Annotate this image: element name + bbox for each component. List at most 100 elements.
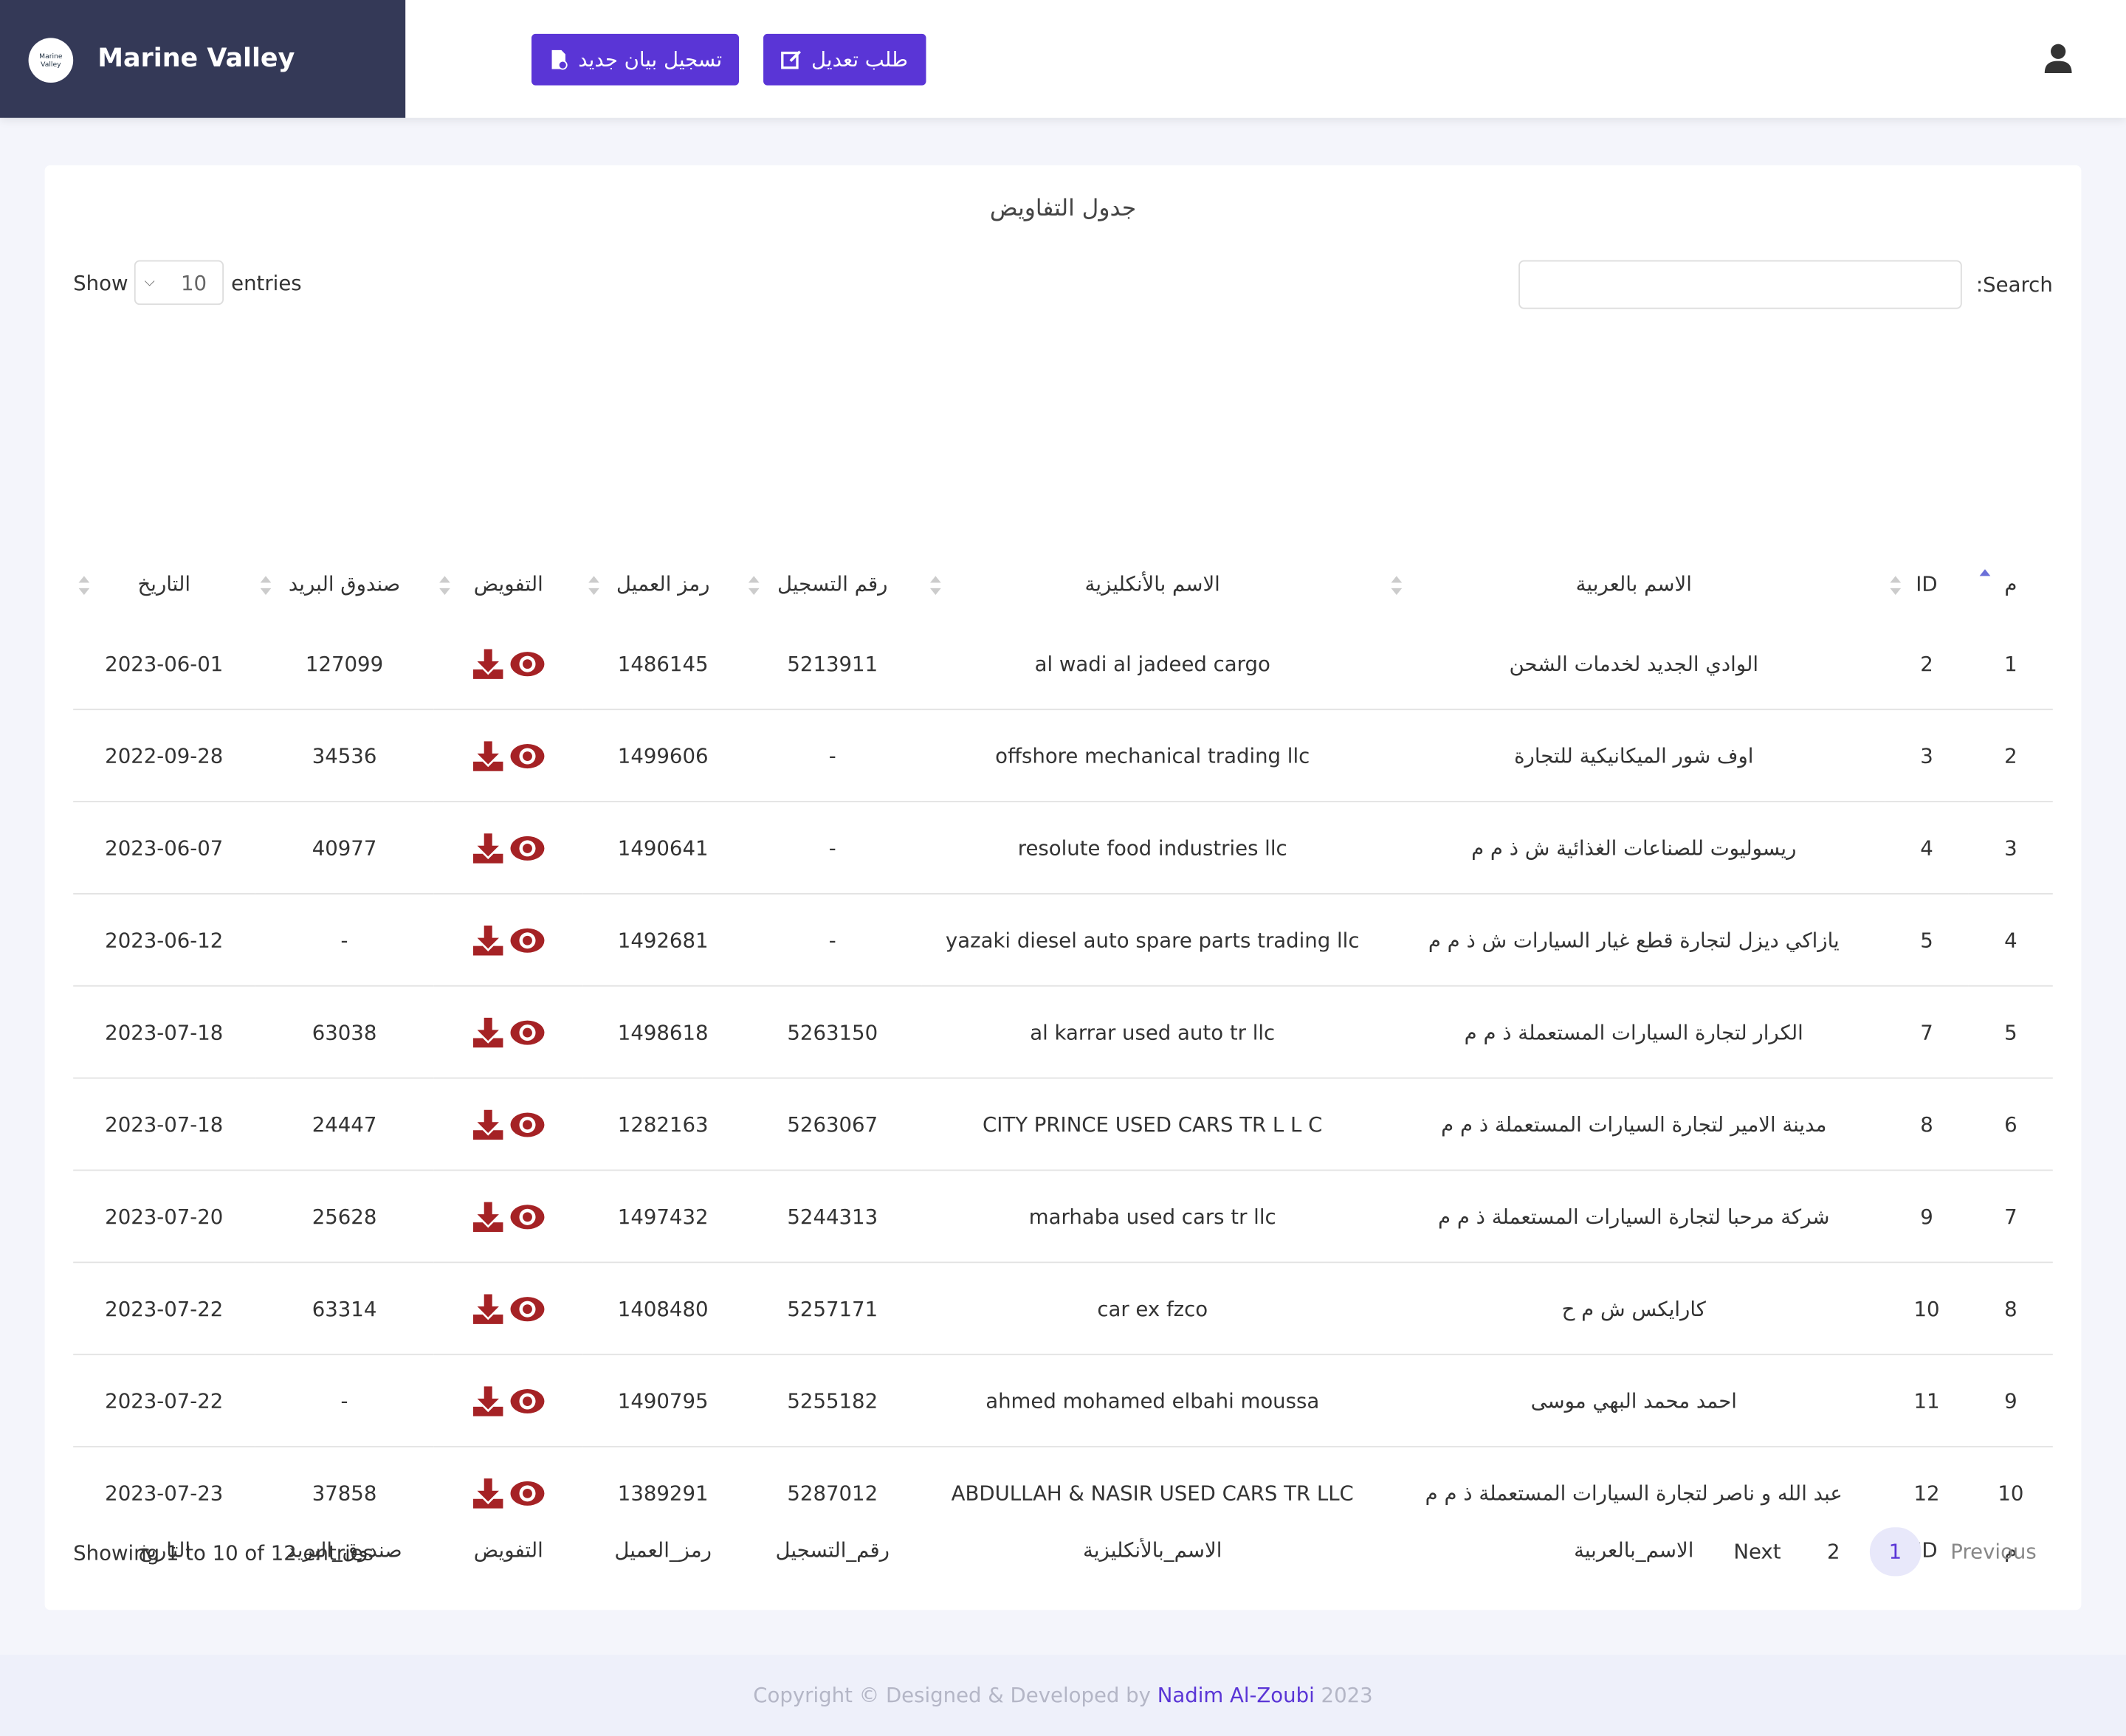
- view-icon[interactable]: [510, 1478, 546, 1507]
- auth-cell: [433, 892, 583, 986]
- cell: 63038: [255, 985, 434, 1078]
- cell: ABDULLAH & NASIR USED CARS TR LLC: [921, 1446, 1383, 1538]
- sort-icon: [1890, 576, 1902, 596]
- view-icon[interactable]: [510, 1385, 546, 1415]
- sort-arrows: [1391, 576, 1403, 596]
- cell: -: [255, 892, 434, 986]
- cell: 63314: [255, 1261, 434, 1355]
- page-link[interactable]: 2: [1826, 1539, 1840, 1564]
- column-label: م: [2004, 571, 2017, 596]
- column-label: الاسم بالأنكليزية: [1084, 571, 1220, 596]
- auth-cell: [433, 801, 583, 894]
- view-icon[interactable]: [510, 740, 546, 770]
- cell: 5213911: [787, 651, 878, 676]
- view-icon[interactable]: [510, 833, 546, 862]
- footer-label: التفويض: [473, 1537, 543, 1563]
- data-table: م ID الاسم بالعربية الاسم بالأنكليزية رقم ال…: [73, 550, 2053, 1599]
- cell: 2022-09-28: [73, 709, 255, 802]
- cell: marhaba used cars tr llc: [921, 1169, 1383, 1263]
- sort-icon: [929, 576, 941, 596]
- new-button[interactable]: تسجيل بيان جديد: [531, 33, 740, 86]
- column-header[interactable]: الاسم بالعربية: [1383, 550, 1885, 618]
- user-icon[interactable]: [2043, 44, 2073, 74]
- column-header[interactable]: ID: [1885, 550, 1969, 618]
- chevron: ⌵: [144, 275, 155, 290]
- download-icon[interactable]: [472, 1108, 504, 1140]
- footer-label: التاريخ: [137, 1537, 191, 1563]
- cell: 1282163: [582, 1077, 743, 1171]
- footer-label: صندوق_البريد: [286, 1537, 402, 1563]
- footer-label: الاسم_بالعربية: [1574, 1537, 1694, 1563]
- cell: 2023-07-22: [73, 1261, 255, 1355]
- column-header[interactable]: الاسم بالأنكليزية: [922, 550, 1383, 618]
- view-icon[interactable]: [510, 649, 546, 678]
- edit-button[interactable]: طلب تعديل: [763, 33, 926, 86]
- column-header[interactable]: صندوق البريد: [255, 550, 433, 618]
- view-icon[interactable]: [510, 1109, 546, 1139]
- download-icon[interactable]: [472, 1292, 504, 1325]
- cell: 8: [1885, 1077, 1969, 1171]
- cell: 2023-07-22: [73, 1354, 255, 1447]
- download-icon[interactable]: [472, 1016, 504, 1048]
- cell: 5: [1885, 892, 1969, 986]
- page-link[interactable]: 1: [1869, 1527, 1921, 1577]
- cell: 2023-06-01: [105, 651, 224, 676]
- download-icon[interactable]: [472, 831, 504, 864]
- cell: 1497432: [582, 1169, 743, 1263]
- search-input[interactable]: [1518, 260, 1963, 309]
- actions: [434, 1108, 583, 1140]
- cell: resolute food industries llc: [921, 801, 1383, 894]
- download-icon[interactable]: [472, 740, 504, 772]
- download-icon[interactable]: [472, 647, 504, 680]
- pagination: Previous 1 2 Next: [1717, 1527, 2053, 1577]
- cell: 11: [1885, 1354, 1969, 1447]
- download-icon[interactable]: [472, 1476, 504, 1509]
- footer-label: الاسم_بالأنكليزية: [1083, 1537, 1222, 1563]
- header-row: م ID الاسم بالعربية الاسم بالأنكليزية رقم ال…: [73, 550, 2053, 618]
- cell: كارايكس ش م ح: [1383, 1261, 1885, 1355]
- actions: [434, 647, 583, 680]
- column-header[interactable]: رمز العميل: [583, 550, 743, 618]
- cell: offshore mechanical trading llc: [921, 709, 1383, 802]
- column-header[interactable]: م: [1969, 550, 2053, 618]
- page-link[interactable]: Previous: [1950, 1539, 2037, 1564]
- auth-cell: [433, 1354, 583, 1447]
- year: 2023: [1321, 1683, 1373, 1708]
- copyright: Copyright © Designed & Developed by: [753, 1683, 1151, 1708]
- download-icon[interactable]: [472, 1385, 504, 1417]
- info: Showing 1 to 10 of 12 entries: [73, 1540, 374, 1566]
- footer-label: رمز_العميل: [614, 1537, 712, 1563]
- table-row: 6 8 مدينة الامير لتجارة السيارات المستعملة…: [73, 1077, 2053, 1171]
- column-label: صندوق البريد: [288, 571, 401, 596]
- actions: [434, 831, 583, 864]
- cell: الكرار لتجارة السيارات المستعملة ذ م م: [1383, 985, 1885, 1078]
- page-link[interactable]: Next: [1733, 1539, 1781, 1564]
- cell: -: [743, 709, 922, 802]
- view-icon[interactable]: [510, 925, 546, 954]
- column-header[interactable]: التفويض: [434, 550, 583, 618]
- topbar: Marine Valley Marine Valley تسجيل بيان ج…: [0, 0, 2126, 118]
- cell: 5263067: [743, 1077, 922, 1171]
- view-icon[interactable]: [510, 1294, 546, 1323]
- view-icon[interactable]: [510, 1202, 546, 1231]
- actions: [434, 1016, 583, 1048]
- author[interactable]: Nadim Al-Zoubi: [1157, 1683, 1315, 1708]
- brand: Marine Valley Marine Valley: [0, 0, 406, 118]
- auth-cell: [433, 1446, 583, 1538]
- page-size: 10: [181, 270, 207, 295]
- download-icon[interactable]: [472, 923, 504, 956]
- table-row: 8 10 كارايكس ش م ح car ex fzco 5257171 140848…: [73, 1261, 2053, 1355]
- column-header[interactable]: التاريخ: [73, 550, 255, 618]
- sort-arrows: [439, 576, 450, 596]
- view-icon[interactable]: [510, 1017, 546, 1047]
- cell: 3: [1885, 709, 1969, 802]
- page-size-select[interactable]: ⌵ 10: [134, 260, 224, 306]
- sort-icon: [260, 576, 272, 596]
- cell: احمد محمد البهي موسى: [1383, 1354, 1885, 1447]
- download-icon[interactable]: [472, 1200, 504, 1233]
- cell: الوادي الجديد لخدمات الشحن: [1509, 651, 1759, 676]
- sort-icon: [748, 576, 760, 596]
- column-header[interactable]: رقم التسجيل: [743, 550, 922, 618]
- table-row: 1 2 الوادي الجديد لخدمات الشحن al wadi al j…: [73, 618, 2053, 709]
